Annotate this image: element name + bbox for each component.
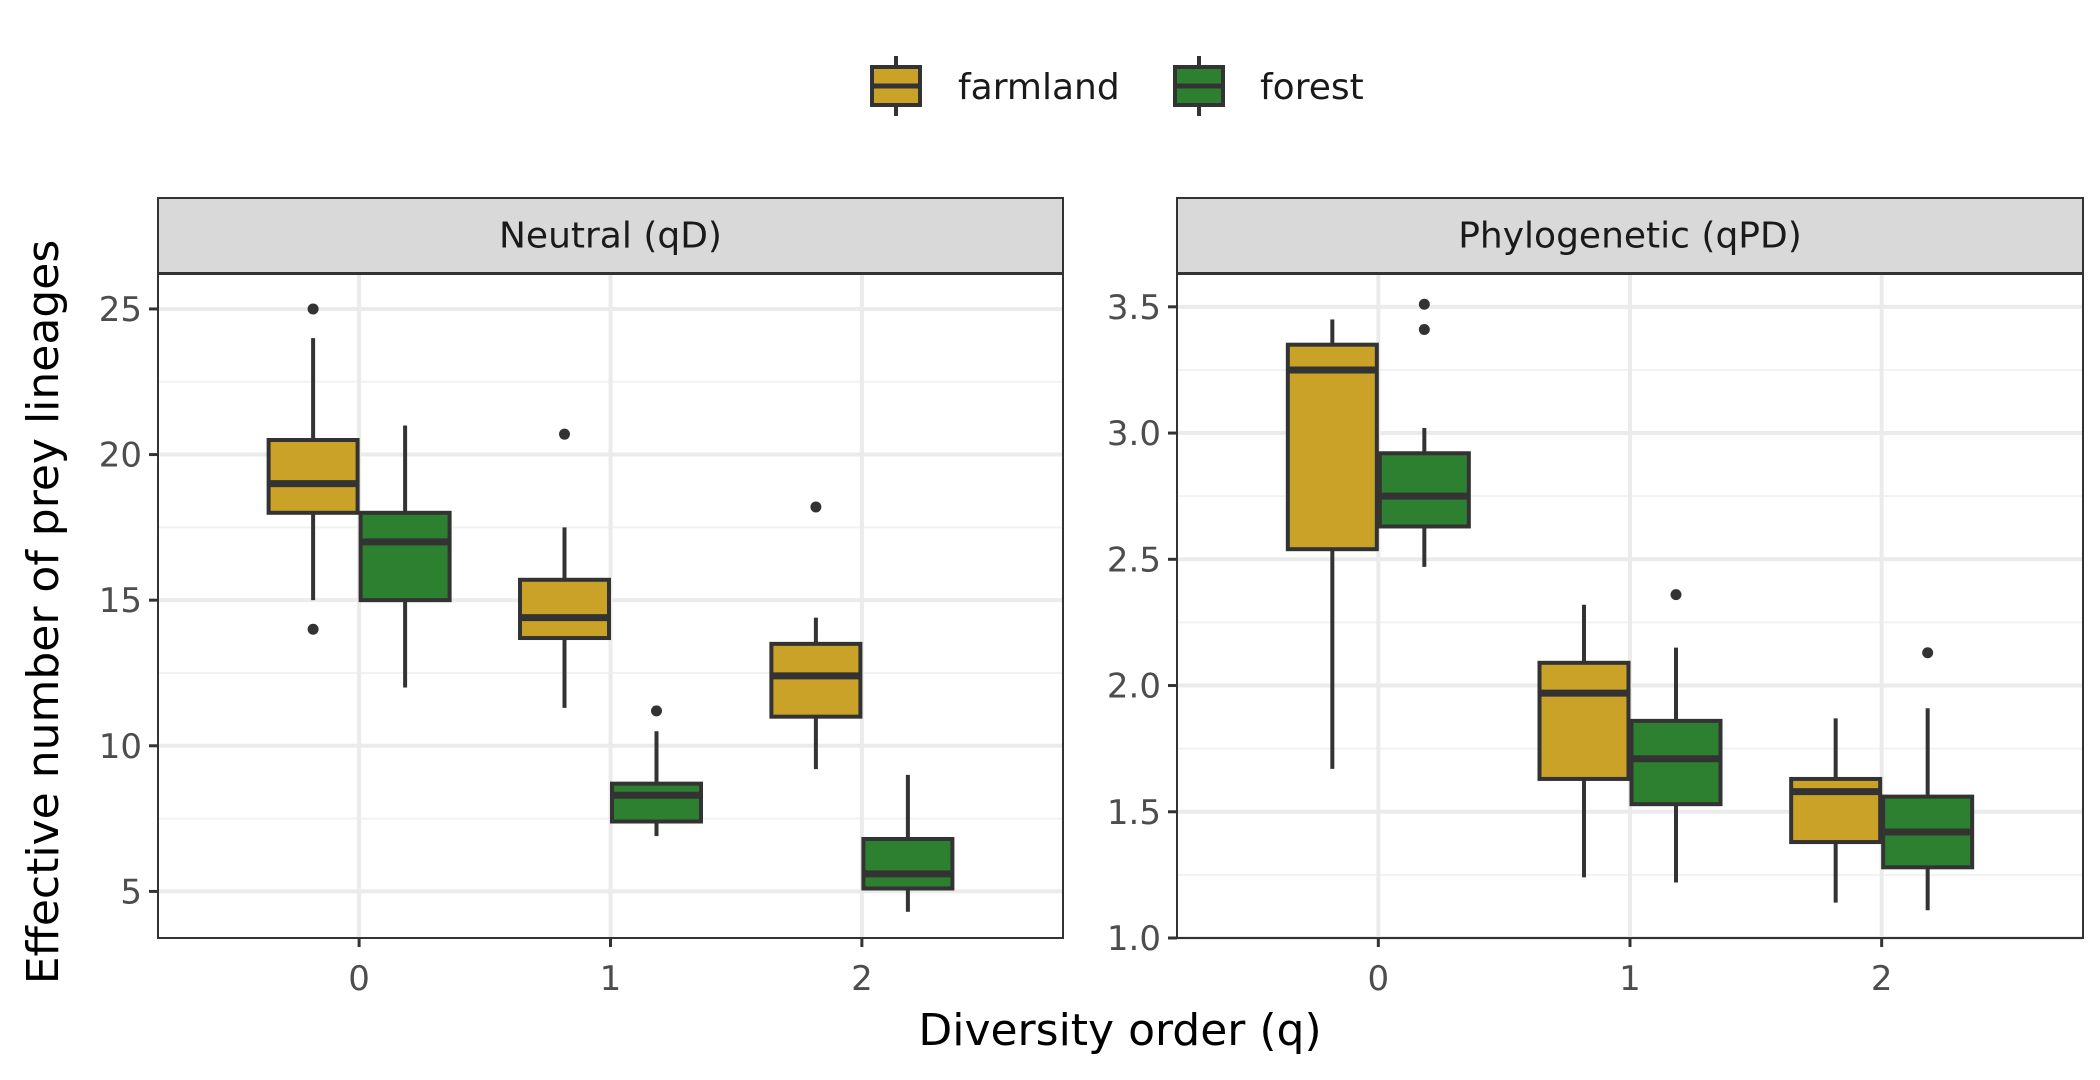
x-axis-title: Diversity order (q) [918,1005,1321,1056]
outlier-point [307,303,319,315]
legend: farmland forest [870,56,1364,116]
x-tick-label: 0 [1368,959,1390,999]
y-tick-label: 20 [99,436,142,476]
legend-label: forest [1260,67,1364,108]
box-body [266,438,360,515]
box-farmland-q0 [1285,319,1379,769]
y-tick-label: 10 [99,727,142,767]
outlier-point [1418,298,1430,310]
facet-strip-label: Neutral (qD) [499,216,722,257]
outlier-point [810,501,822,513]
y-tick-label: 3.0 [1107,414,1161,454]
legend-item-forest: forest [1173,56,1364,116]
box-body [861,836,955,891]
x-tick-label: 2 [1871,959,1893,999]
box-body [1629,718,1723,807]
facet-strip [1176,197,2084,274]
x-tick-label: 1 [1619,959,1641,999]
box-body [1377,451,1471,529]
x-tick-label: 2 [851,959,873,999]
box-body [769,641,863,719]
box-body [358,510,452,603]
outlier-point [1418,324,1430,336]
box-farmland-q1 [1537,604,1631,878]
outlier-point [307,623,319,635]
box-body [518,577,611,641]
box-forest-q2 [861,774,955,912]
box-forest-q0 [1377,298,1471,567]
facet-strip [157,197,1064,274]
y-axis-title: Effective number of prey lineages [18,240,69,985]
legend-item-farmland: farmland [870,56,1120,116]
box-forest-q2 [1881,647,1975,911]
box-farmland-q2 [769,501,863,770]
outlier-point [1922,647,1934,659]
facet-panel: Phylogenetic (qPD) 1.0 1.5 2.0 2.5 3.0 3.5 0 1 2 [1107,197,2084,999]
box-forest-q0 [358,425,452,688]
y-tick-label: 1.5 [1107,793,1161,833]
box-forest-q1 [1629,589,1723,883]
x-tick-label: 0 [348,959,370,999]
x-tick-label: 1 [600,959,622,999]
box-body [610,781,703,824]
box-body [1285,342,1379,552]
box-farmland-q0 [266,303,360,635]
outlier-point [1670,589,1682,601]
y-tick-label: 3.5 [1107,288,1161,328]
facet-strip-label: Phylogenetic (qPD) [1458,216,1802,257]
y-tick-label: 1.0 [1107,919,1161,959]
box-farmland-q1 [518,428,611,708]
facet-panel: Neutral (qD) 5 10 15 20 25 0 1 2 [99,197,1064,999]
y-tick-label: 2.0 [1107,667,1161,707]
box-forest-q1 [610,705,703,837]
y-tick-label: 25 [99,290,142,330]
outlier-point [559,428,570,440]
outlier-point [651,705,662,717]
y-tick-label: 15 [99,581,142,621]
box-farmland-q2 [1789,718,1883,903]
legend-label: farmland [958,67,1120,108]
y-tick-label: 2.5 [1107,540,1161,580]
y-tick-label: 5 [120,872,142,912]
box-body [1537,660,1631,781]
